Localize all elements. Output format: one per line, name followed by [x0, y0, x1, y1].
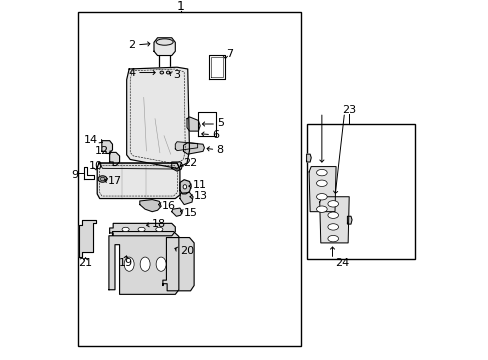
Text: 1: 1: [176, 0, 184, 13]
Bar: [306, 124, 414, 259]
Text: 22: 22: [183, 158, 197, 168]
Text: 23: 23: [342, 105, 356, 115]
Text: 18: 18: [152, 220, 166, 229]
Polygon shape: [154, 38, 175, 55]
Polygon shape: [186, 117, 200, 131]
Polygon shape: [163, 238, 194, 291]
Ellipse shape: [327, 201, 338, 207]
Ellipse shape: [316, 206, 326, 212]
Ellipse shape: [140, 257, 150, 271]
Text: 11: 11: [193, 180, 206, 190]
Ellipse shape: [156, 227, 163, 231]
Ellipse shape: [327, 224, 338, 230]
Polygon shape: [109, 152, 120, 166]
Text: 8: 8: [216, 145, 223, 155]
Text: 4: 4: [128, 68, 135, 77]
Text: 2: 2: [128, 40, 135, 50]
Ellipse shape: [327, 212, 338, 219]
Polygon shape: [97, 163, 180, 198]
Ellipse shape: [160, 71, 163, 74]
Ellipse shape: [166, 71, 170, 74]
Ellipse shape: [124, 257, 134, 271]
Polygon shape: [180, 193, 193, 204]
Bar: [78, 12, 301, 346]
Text: 13: 13: [194, 191, 208, 201]
Text: 7: 7: [225, 49, 233, 59]
Polygon shape: [140, 199, 161, 212]
Polygon shape: [126, 67, 189, 168]
Ellipse shape: [316, 180, 326, 186]
Polygon shape: [306, 154, 310, 162]
Ellipse shape: [316, 194, 326, 200]
Ellipse shape: [156, 39, 173, 45]
Text: 21: 21: [78, 258, 92, 269]
Polygon shape: [171, 208, 182, 216]
Text: 10: 10: [89, 161, 103, 171]
Polygon shape: [319, 197, 348, 243]
Text: 6: 6: [211, 130, 219, 140]
Polygon shape: [80, 220, 96, 257]
Text: 12: 12: [95, 145, 109, 156]
Polygon shape: [175, 142, 197, 150]
Polygon shape: [346, 216, 351, 224]
Text: 24: 24: [334, 258, 348, 269]
Text: 5: 5: [216, 118, 224, 128]
Ellipse shape: [122, 227, 129, 231]
Ellipse shape: [327, 235, 338, 242]
Text: 19: 19: [118, 258, 132, 269]
Ellipse shape: [183, 185, 186, 189]
Text: 16: 16: [162, 201, 176, 211]
Ellipse shape: [100, 177, 105, 181]
Text: 15: 15: [184, 208, 198, 218]
Polygon shape: [180, 180, 191, 194]
Polygon shape: [102, 141, 112, 153]
Polygon shape: [99, 163, 180, 169]
Polygon shape: [109, 231, 179, 294]
Text: 3: 3: [173, 70, 180, 80]
Text: 20: 20: [180, 246, 194, 256]
Ellipse shape: [98, 176, 107, 182]
Polygon shape: [109, 223, 175, 236]
Polygon shape: [308, 167, 335, 212]
Ellipse shape: [316, 170, 326, 176]
Ellipse shape: [156, 257, 166, 271]
Text: 9: 9: [72, 170, 79, 180]
Polygon shape: [183, 143, 204, 154]
Text: 17: 17: [108, 176, 122, 186]
Ellipse shape: [138, 227, 145, 231]
Text: 14: 14: [83, 135, 98, 145]
Polygon shape: [171, 162, 182, 171]
